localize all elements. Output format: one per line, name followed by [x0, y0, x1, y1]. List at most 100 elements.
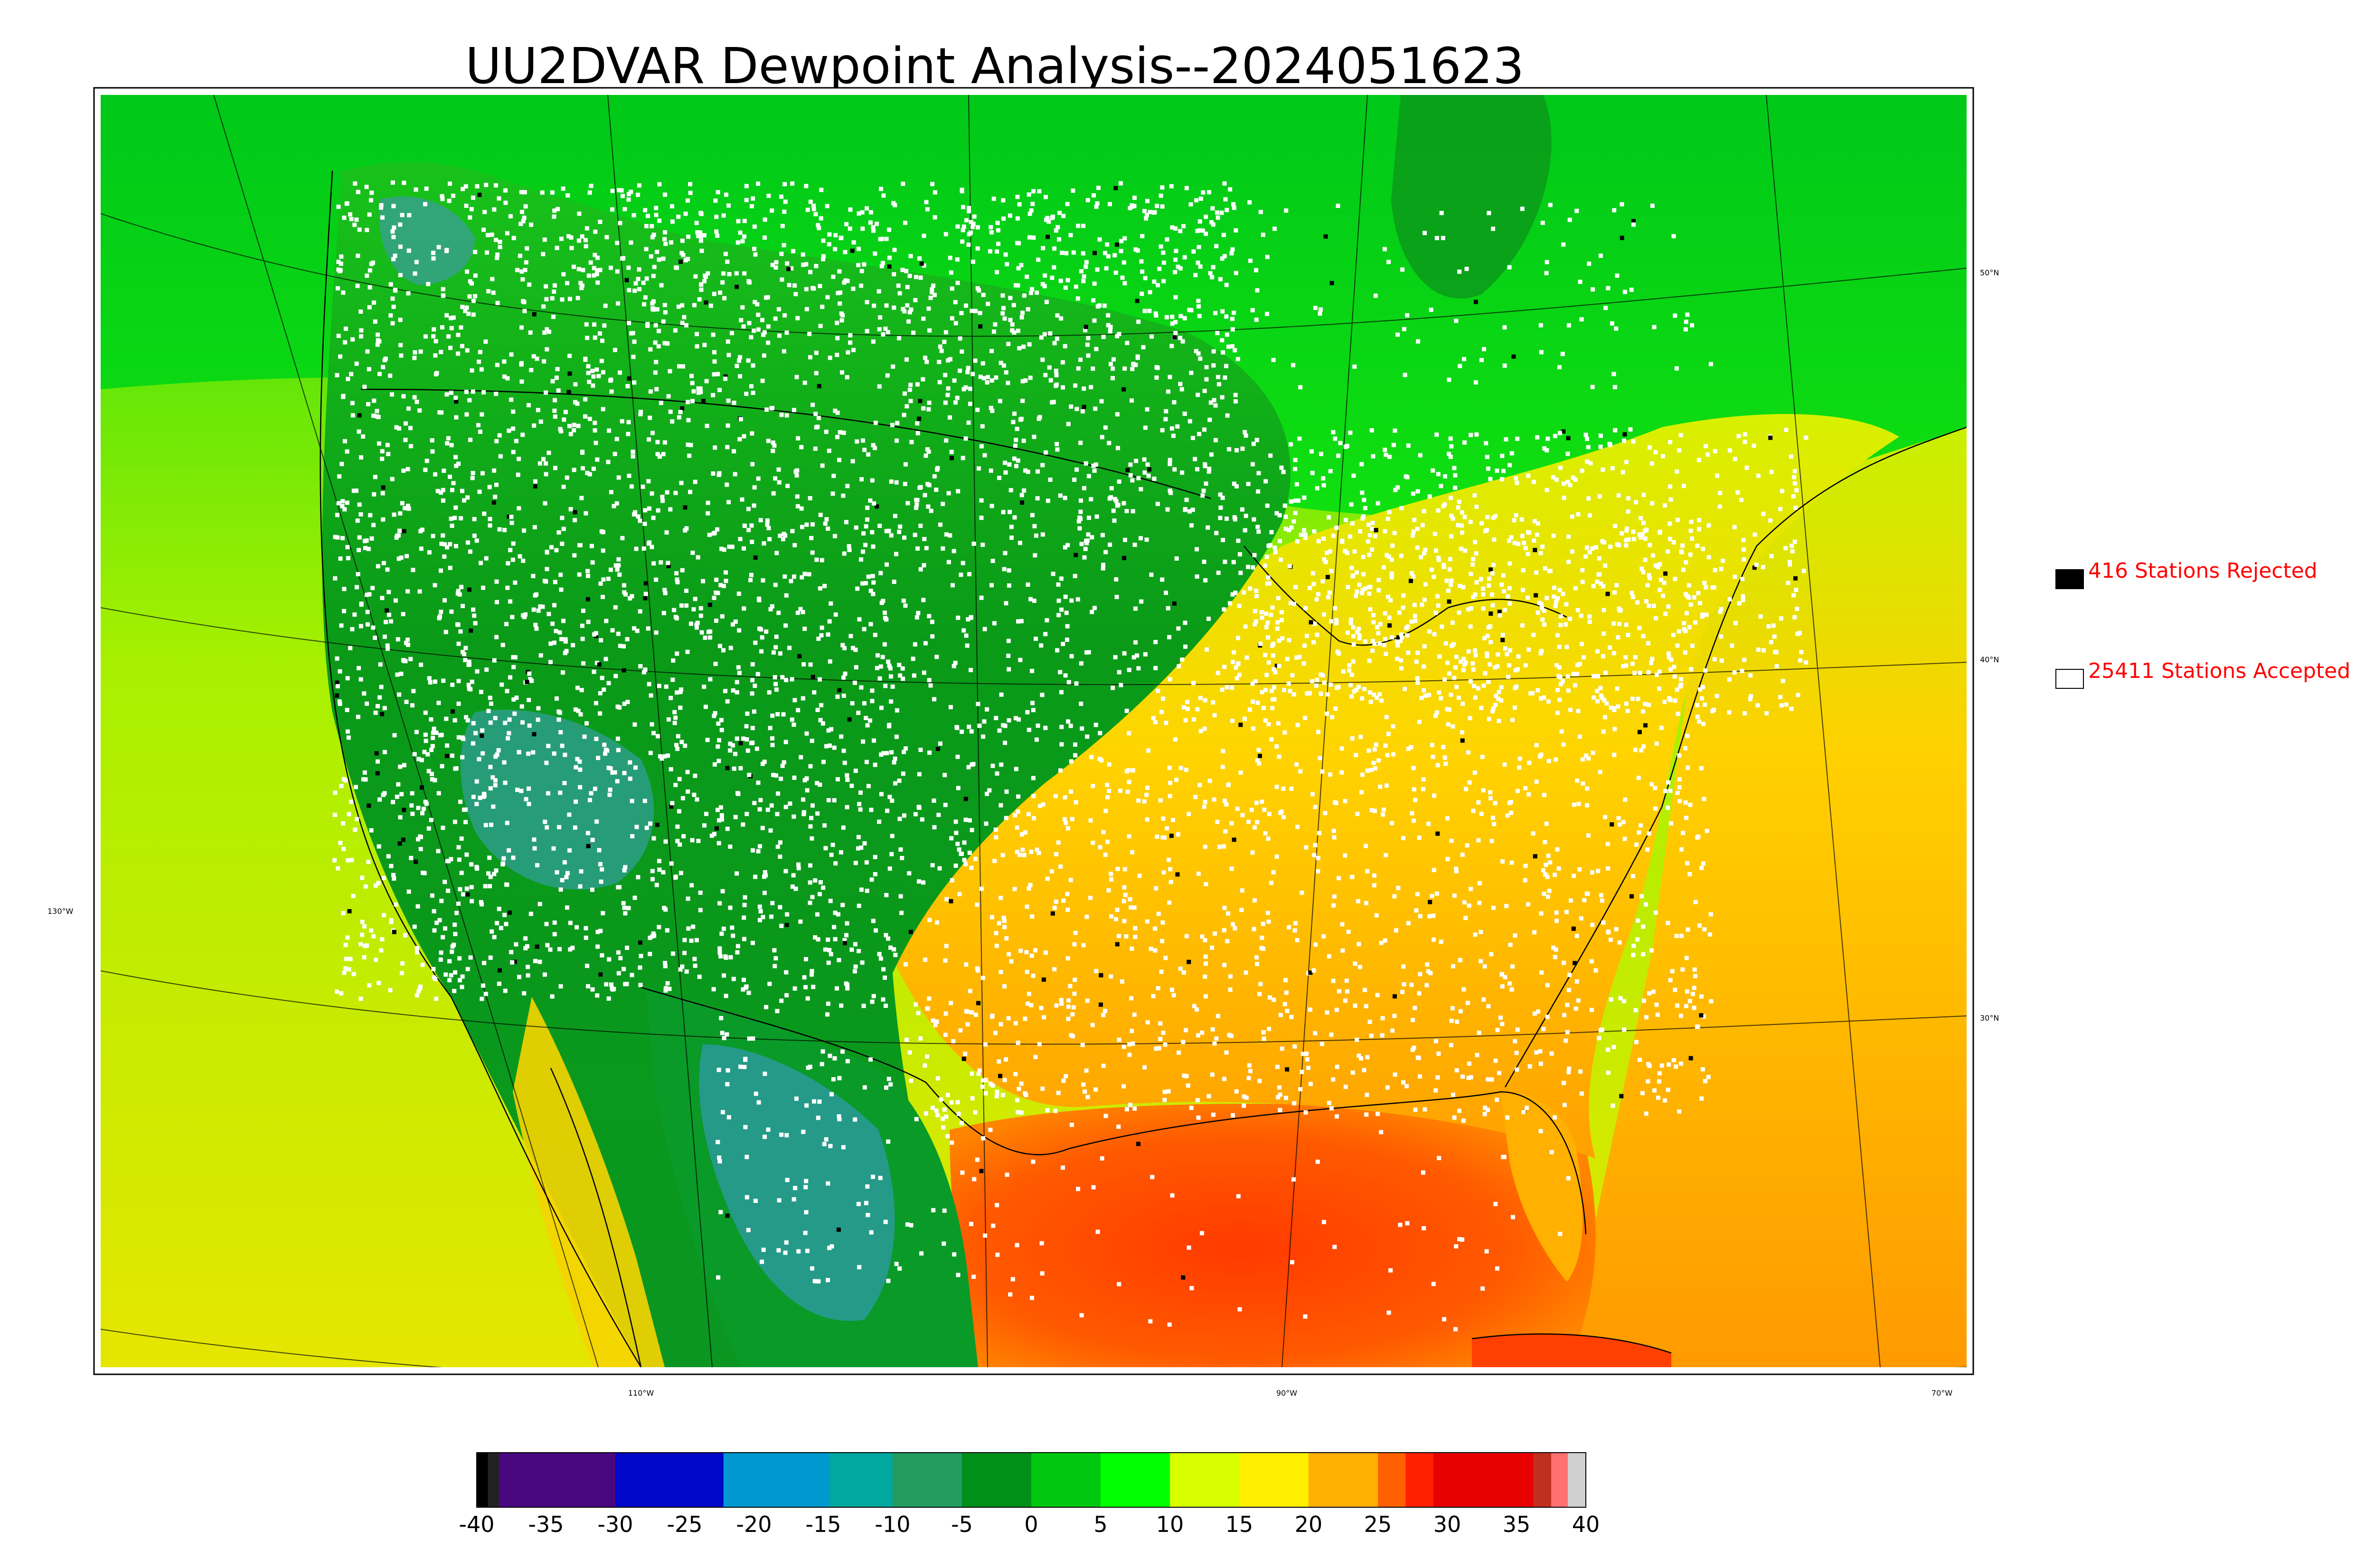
accepted-station-marker — [1030, 513, 1035, 517]
accepted-station-marker — [1702, 581, 1707, 585]
accepted-station-marker — [685, 649, 690, 654]
accepted-station-marker — [401, 394, 406, 399]
accepted-station-marker — [505, 883, 509, 887]
accepted-station-marker — [666, 753, 670, 758]
accepted-station-marker — [895, 708, 899, 713]
accepted-station-marker — [1568, 483, 1573, 488]
accepted-station-marker — [1075, 296, 1080, 301]
accepted-station-marker — [470, 679, 474, 684]
accepted-station-marker — [862, 448, 867, 452]
accepted-station-marker — [756, 312, 761, 317]
accepted-station-marker — [1677, 799, 1682, 804]
accepted-station-marker — [443, 972, 448, 977]
accepted-station-marker — [780, 224, 785, 228]
accepted-station-marker — [1706, 1075, 1711, 1080]
accepted-station-marker — [1227, 1033, 1232, 1037]
accepted-station-marker — [1495, 1098, 1499, 1102]
accepted-station-marker — [1444, 579, 1449, 583]
accepted-station-marker — [1643, 557, 1648, 562]
accepted-station-marker — [1719, 567, 1724, 571]
accepted-station-marker — [1660, 454, 1665, 459]
accepted-station-marker — [772, 964, 777, 968]
accepted-station-marker — [719, 728, 724, 732]
accepted-station-marker — [531, 573, 536, 578]
accepted-station-marker — [1402, 982, 1406, 986]
accepted-station-marker — [864, 581, 868, 585]
accepted-station-marker — [1196, 260, 1200, 265]
accepted-station-marker — [1020, 398, 1025, 403]
accepted-station-marker — [1693, 974, 1698, 978]
accepted-station-marker — [981, 376, 986, 381]
accepted-station-marker — [1742, 547, 1746, 552]
accepted-station-marker — [1452, 466, 1457, 470]
accepted-station-marker — [760, 761, 765, 766]
accepted-station-marker — [1003, 741, 1007, 745]
accepted-station-marker — [1225, 685, 1229, 690]
accepted-station-marker — [1618, 996, 1623, 1001]
accepted-station-marker — [1303, 532, 1308, 537]
accepted-station-marker — [454, 544, 458, 548]
accepted-station-marker — [346, 556, 350, 561]
accepted-station-marker — [427, 550, 432, 554]
accepted-station-marker — [681, 834, 686, 839]
accepted-station-marker — [1372, 747, 1377, 752]
accepted-station-marker — [1306, 1066, 1311, 1070]
accepted-station-marker — [783, 623, 788, 628]
accepted-station-marker — [1376, 631, 1381, 636]
accepted-station-marker — [885, 751, 889, 755]
rejected-station-marker — [1172, 335, 1177, 340]
accepted-station-marker — [460, 974, 465, 979]
accepted-station-marker — [907, 310, 912, 315]
accepted-station-marker — [396, 426, 401, 431]
accepted-station-marker — [901, 676, 905, 681]
accepted-station-marker — [1186, 1083, 1190, 1088]
accepted-station-marker — [662, 237, 667, 242]
accepted-station-marker — [1580, 580, 1585, 584]
accepted-station-marker — [1532, 519, 1537, 524]
accepted-station-marker — [467, 398, 472, 403]
accepted-station-marker — [926, 504, 931, 509]
rejected-station-marker — [385, 608, 389, 613]
accepted-station-marker — [644, 224, 649, 228]
accepted-station-marker — [1592, 695, 1596, 700]
accepted-station-marker — [661, 452, 666, 457]
accepted-station-marker — [545, 825, 549, 830]
accepted-station-marker — [569, 245, 574, 250]
accepted-station-marker — [1376, 758, 1381, 763]
accepted-station-marker — [670, 951, 675, 956]
accepted-station-marker — [433, 472, 437, 477]
accepted-station-marker — [460, 305, 465, 309]
rejected-station-marker — [1435, 831, 1440, 836]
accepted-station-marker — [1575, 778, 1580, 783]
accepted-station-marker — [1325, 712, 1329, 716]
accepted-station-marker — [1735, 490, 1740, 495]
accepted-station-marker — [545, 550, 549, 554]
accepted-station-marker — [1323, 560, 1328, 564]
accepted-station-marker — [856, 835, 861, 839]
accepted-station-marker — [487, 485, 492, 489]
rejected-station-marker — [469, 629, 473, 633]
accepted-station-marker — [991, 197, 996, 201]
accepted-station-marker — [772, 675, 777, 680]
accepted-station-marker — [844, 222, 849, 226]
accepted-station-marker — [728, 955, 733, 959]
accepted-station-marker — [842, 646, 847, 650]
accepted-station-marker — [458, 799, 462, 804]
accepted-station-marker — [1591, 584, 1596, 589]
accepted-station-marker — [1041, 802, 1046, 807]
accepted-station-marker — [1066, 680, 1071, 685]
accepted-station-marker — [688, 489, 693, 494]
accepted-station-marker — [1066, 1016, 1071, 1021]
accepted-station-marker — [356, 572, 360, 576]
accepted-station-marker — [505, 821, 509, 826]
accepted-station-marker — [999, 762, 1004, 767]
accepted-station-marker — [1572, 873, 1576, 878]
accepted-station-marker — [527, 802, 531, 806]
accepted-station-marker — [391, 873, 396, 877]
accepted-station-marker — [1018, 657, 1023, 662]
accepted-station-marker — [537, 461, 542, 466]
accepted-station-marker — [590, 987, 595, 992]
accepted-station-marker — [1486, 680, 1491, 685]
accepted-station-marker — [519, 379, 524, 384]
accepted-station-marker — [508, 214, 513, 219]
